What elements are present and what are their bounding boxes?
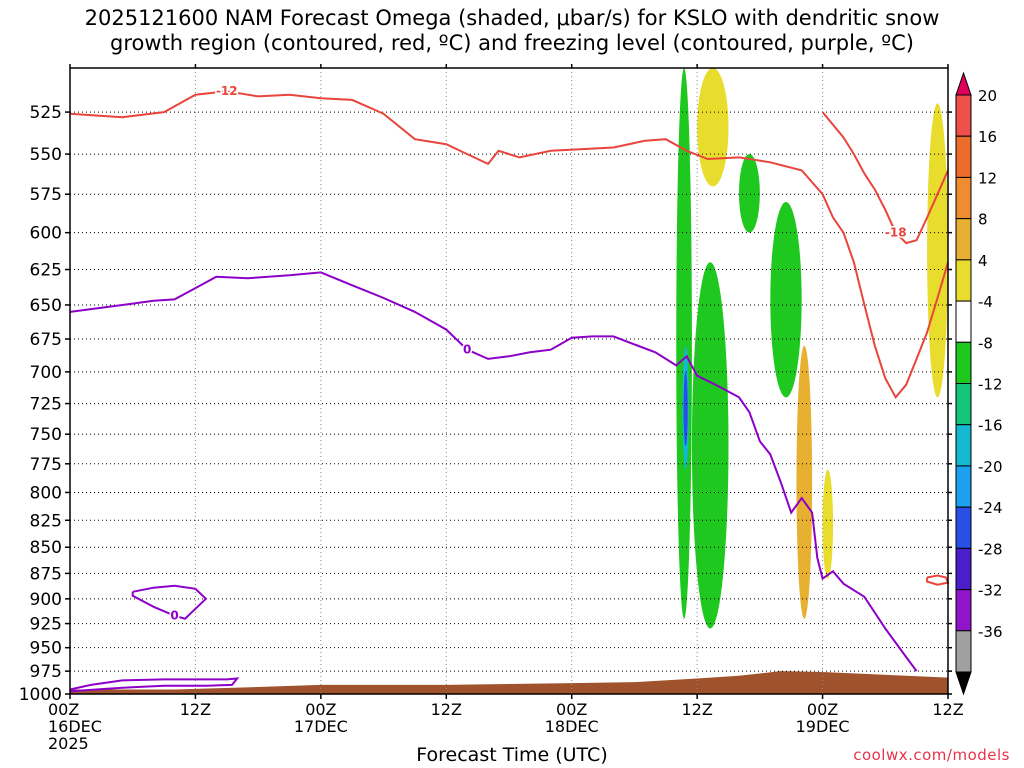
x-tick-label: 00Z — [305, 700, 336, 719]
colorbar-label: 4 — [978, 252, 988, 270]
y-tick-label: 825 — [30, 511, 62, 531]
y-tick-label: 700 — [30, 363, 62, 383]
colorbar-bin — [955, 589, 972, 632]
colorbar-label: 20 — [978, 87, 997, 105]
omega-shaded-region — [738, 154, 760, 233]
plot-frame — [69, 67, 949, 695]
grid-layer — [70, 68, 948, 695]
y-tick-label: 750 — [30, 425, 62, 445]
colorbar-bin — [955, 218, 972, 261]
x-tick-label: 00Z — [556, 700, 587, 719]
colorbar: 20 16 12 8 4 -4 -8 -12 -16 -20 -24 -28 -32 -36 — [955, 71, 1003, 696]
colorbar-bin — [955, 259, 972, 302]
colorbar-bin — [955, 630, 972, 673]
terrain-layer — [70, 671, 948, 694]
y-tick-label: 775 — [30, 455, 62, 475]
x-axis-label: Forecast Time (UTC) — [416, 744, 608, 766]
x-tick-label: 16DEC — [48, 717, 102, 736]
colorbar-label: -28 — [978, 540, 1003, 558]
omega-shaded-region — [927, 103, 948, 398]
colorbar-cap-top — [955, 71, 972, 96]
y-tick-label: 900 — [30, 590, 62, 610]
chart-title: 2025121600 NAM Forecast Omega (shaded, μ… — [0, 6, 1024, 56]
y-tick-label: 875 — [30, 564, 62, 584]
axes-layer: 525 550 575 600 625 650 675 700 725 750 775 800 825 8… — [19, 64, 964, 753]
dgz-contour-minus12 — [69, 90, 949, 400]
freezing-level-contour-loop-label: 0 — [170, 609, 178, 623]
y-tick-label: 650 — [30, 296, 62, 316]
colorbar-label: 16 — [978, 128, 997, 146]
y-tick-label: 625 — [30, 261, 62, 281]
colorbar-bin — [955, 506, 972, 549]
freezing-level-contour-loop — [131, 584, 208, 620]
x-tick-label: 17DEC — [294, 717, 348, 736]
x-tick-label: 00Z — [807, 700, 838, 719]
y-tick-label: 800 — [30, 483, 62, 503]
colorbar-label: 8 — [978, 211, 988, 229]
colorbar-bin — [955, 135, 972, 178]
credit-text: coolwx.com/models — [853, 746, 1010, 764]
omega-shaded-region — [676, 68, 692, 619]
colorbar-bin — [955, 383, 972, 426]
terrain-fill — [70, 671, 948, 694]
colorbar-bin — [955, 176, 972, 220]
omega-shaded-region — [822, 469, 834, 579]
contour-layer: -12 -18 0 0 — [69, 83, 950, 693]
colorbar-label: -12 — [978, 376, 1003, 394]
freezing-level-contour-label: 0 — [463, 343, 471, 357]
y-tick-label: 550 — [30, 145, 62, 165]
colorbar-label: -4 — [978, 293, 993, 311]
y-tick-label: 600 — [30, 224, 62, 244]
x-tick-label: 18DEC — [545, 717, 599, 736]
colorbar-bin — [955, 300, 972, 343]
x-tick-label: 00Z — [48, 700, 79, 719]
colorbar-label: 12 — [978, 169, 997, 187]
omega-shading-layer — [676, 68, 948, 629]
colorbar-label: -8 — [978, 334, 993, 352]
x-tick-label: 12Z — [681, 700, 712, 719]
colorbar-label: -32 — [978, 582, 1003, 600]
y-tick-label: 575 — [30, 185, 62, 205]
y-tick-label: 850 — [30, 538, 62, 558]
y-tick-label: 725 — [30, 395, 62, 415]
title-line-1: 2025121600 NAM Forecast Omega (shaded, μ… — [84, 6, 940, 30]
x-tick-label: 2025 — [48, 734, 89, 753]
colorbar-label: -36 — [978, 623, 1003, 641]
y-tick-label: 1000 — [19, 685, 62, 705]
colorbar-bin — [955, 94, 972, 137]
colorbar-cap-bottom — [955, 671, 972, 696]
y-tick-label: 925 — [30, 615, 62, 635]
x-tick-label: 19DEC — [796, 717, 850, 736]
x-tick-label: 12Z — [431, 700, 462, 719]
omega-shaded-region — [697, 68, 729, 187]
dgz-contour-minus18 — [821, 111, 949, 245]
colorbar-bin — [955, 424, 972, 467]
x-tick-label: 12Z — [180, 700, 211, 719]
y-tick-label: 675 — [30, 330, 62, 350]
colorbar-label: -16 — [978, 417, 1003, 435]
y-tick-label: 975 — [30, 662, 62, 682]
colorbar-label: -20 — [978, 458, 1003, 476]
omega-shaded-region — [683, 371, 688, 447]
freezing-level-contour — [69, 271, 918, 672]
colorbar-label: -24 — [978, 499, 1003, 517]
freezing-level-contour-surface — [69, 677, 240, 693]
y-tick-label: 950 — [30, 639, 62, 659]
x-tick-label: 12Z — [932, 700, 963, 719]
omega-shaded-region — [691, 262, 729, 629]
colorbar-bin — [955, 341, 972, 384]
y-tick-label: 525 — [30, 103, 62, 123]
colorbar-bin — [955, 465, 972, 508]
colorbar-bin — [955, 547, 972, 591]
dgz-contour-minus12-label: -12 — [216, 84, 238, 98]
omega-shaded-region — [796, 345, 813, 619]
omega-shaded-region — [770, 202, 802, 398]
dgz-contour-small — [926, 574, 950, 586]
title-line-2: growth region (contoured, red, ºC) and f… — [110, 31, 914, 55]
dgz-contour-minus18-label: -18 — [885, 226, 907, 240]
